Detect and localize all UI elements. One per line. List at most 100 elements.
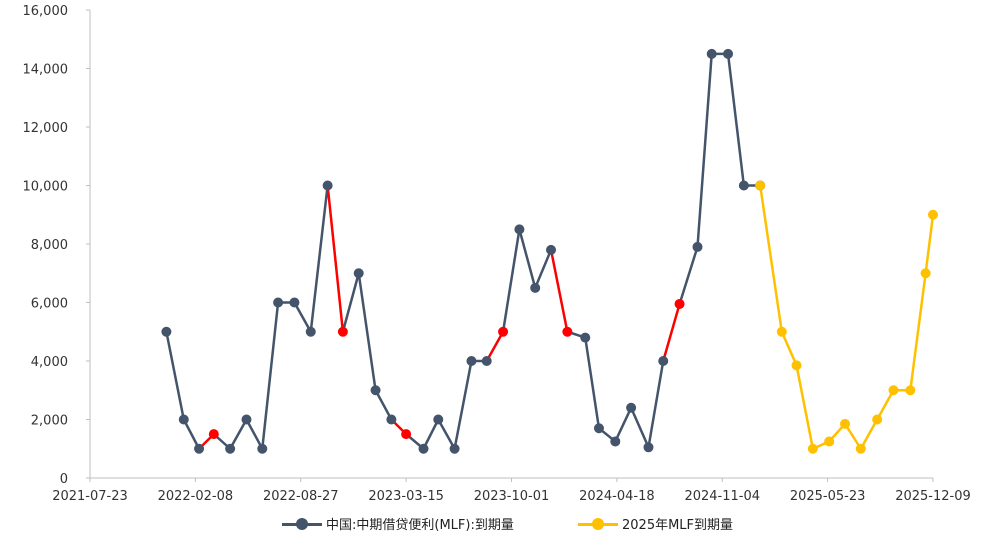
series-2-point: [905, 385, 916, 396]
series-1-point: [273, 297, 284, 308]
series-2-segment: [795, 364, 815, 450]
series-highlight-segment: [661, 302, 681, 363]
series-1-segment: [584, 336, 601, 430]
series-2-point: [872, 414, 883, 425]
series-1-segment: [501, 228, 521, 333]
highlight-point: [498, 326, 509, 337]
series-1-segment: [518, 228, 537, 290]
series-2-point: [824, 436, 835, 447]
series-1-point: [386, 414, 397, 425]
y-axis-tick-labels: 0 2,000 4,000 6,000 8,000 10,000 12,000 14,000 1…: [23, 4, 69, 487]
series-1-point: [353, 268, 364, 279]
x-tick-label: 2022-02-08: [158, 489, 234, 504]
series-2-point: [807, 443, 818, 454]
series-1-point: [643, 442, 654, 453]
chart-axes: [86, 9, 934, 482]
series-2-segment: [924, 213, 935, 275]
series-2-point: [920, 268, 931, 279]
series-2-segment: [875, 389, 895, 421]
series-1-point: [610, 436, 621, 447]
series-1-point: [658, 356, 669, 366]
series-1-point: [514, 224, 525, 235]
series-2-point: [888, 385, 899, 396]
series-1-segment: [261, 301, 280, 450]
series-1-point: [194, 443, 205, 454]
series-1-segment: [309, 184, 329, 333]
legend-swatch-2025-mlf: [578, 517, 618, 531]
series-1-point: [418, 443, 429, 454]
series-2-segment: [780, 330, 798, 367]
x-tick-label: 2023-03-15: [368, 489, 444, 504]
legend-swatch-mlf-maturity: [282, 517, 322, 531]
x-tick-label: 2024-11-04: [684, 489, 760, 504]
series-highlight-segment: [326, 184, 345, 333]
legend-item-mlf-maturity: 中国:中期借贷便利(MLF):到期量: [282, 514, 514, 533]
highlight-point: [208, 429, 219, 440]
series-1-point: [322, 180, 333, 191]
series-1-segment: [182, 418, 201, 450]
series-1-point: [466, 356, 477, 366]
series-1-point: [289, 297, 300, 308]
series-2-point: [776, 326, 787, 337]
y-tick-label: 12,000: [23, 121, 69, 136]
series-1-segment: [533, 248, 553, 290]
highlight-point: [337, 326, 348, 337]
series-1-point: [530, 282, 541, 293]
series-1-point: [546, 244, 557, 255]
legend-label-2025-mlf: 2025年MLF到期量: [622, 518, 734, 533]
series-1-segment: [614, 406, 633, 443]
series-2-point: [840, 418, 851, 429]
x-tick-label: 2021-07-23: [52, 489, 128, 504]
highlight-point: [674, 298, 685, 309]
series-1-point: [593, 423, 604, 434]
series-2-segment: [758, 184, 784, 333]
legend-item-2025-mlf: 2025年MLF到期量: [578, 514, 733, 533]
series-1-segment: [678, 245, 699, 306]
y-tick-label: 8,000: [31, 238, 68, 253]
x-tick-label: 2022-08-27: [263, 489, 339, 504]
series-2-segment: [909, 272, 927, 392]
x-axis-tick-labels: 2021-07-23 2022-02-08 2022-08-27 2023-03-15…: [52, 489, 971, 504]
series-1-point: [738, 180, 749, 191]
series-1-point: [626, 402, 637, 413]
y-tick-label: 16,000: [23, 4, 69, 19]
y-tick-label: 2,000: [31, 414, 68, 429]
series-1-segment: [357, 272, 377, 392]
series-1-point: [692, 241, 703, 252]
series-1-point: [723, 48, 734, 59]
series-1-point: [481, 356, 492, 366]
line-chart: 0 2,000 4,000 6,000 8,000 10,000 12,000 14,000 1…: [23, 4, 971, 504]
series-1-point: [449, 443, 460, 454]
series-1-point: [706, 48, 717, 59]
series-highlight-segment: [549, 248, 569, 333]
series-1-segment: [341, 272, 360, 333]
series-1-point: [225, 443, 236, 454]
series-1-segment: [629, 406, 650, 449]
series-1-segment: [437, 418, 456, 450]
highlight-point: [401, 429, 412, 440]
y-tick-label: 6,000: [31, 297, 68, 312]
series-1-segment: [696, 52, 713, 249]
series-1-point: [178, 414, 189, 425]
series-1-point: [433, 414, 444, 425]
series-points: [161, 48, 938, 454]
series-1-point: [370, 385, 381, 396]
series-1-segment: [245, 418, 264, 450]
series-1-segment: [374, 389, 393, 421]
series-1-point: [305, 326, 316, 337]
legend-marker: [296, 517, 308, 530]
chart-legend: 中国:中期借贷便利(MLF):到期量 2025年MLF到期量: [0, 514, 999, 540]
x-tick-label: 2023-10-01: [474, 489, 550, 504]
series-1-point: [257, 443, 268, 454]
series-1-segment: [647, 359, 665, 449]
series-1-point: [580, 332, 591, 343]
series-1-segment: [422, 418, 440, 450]
series-2-point: [855, 443, 866, 454]
series-1-point: [161, 326, 172, 337]
highlight-point: [562, 326, 573, 337]
x-tick-label: 2024-04-18: [579, 489, 655, 504]
series-2-segment: [859, 418, 879, 450]
legend-label-mlf-maturity: 中国:中期借贷便利(MLF):到期量: [326, 518, 514, 533]
y-tick-label: 14,000: [23, 63, 69, 78]
series-1-segment: [726, 52, 746, 187]
